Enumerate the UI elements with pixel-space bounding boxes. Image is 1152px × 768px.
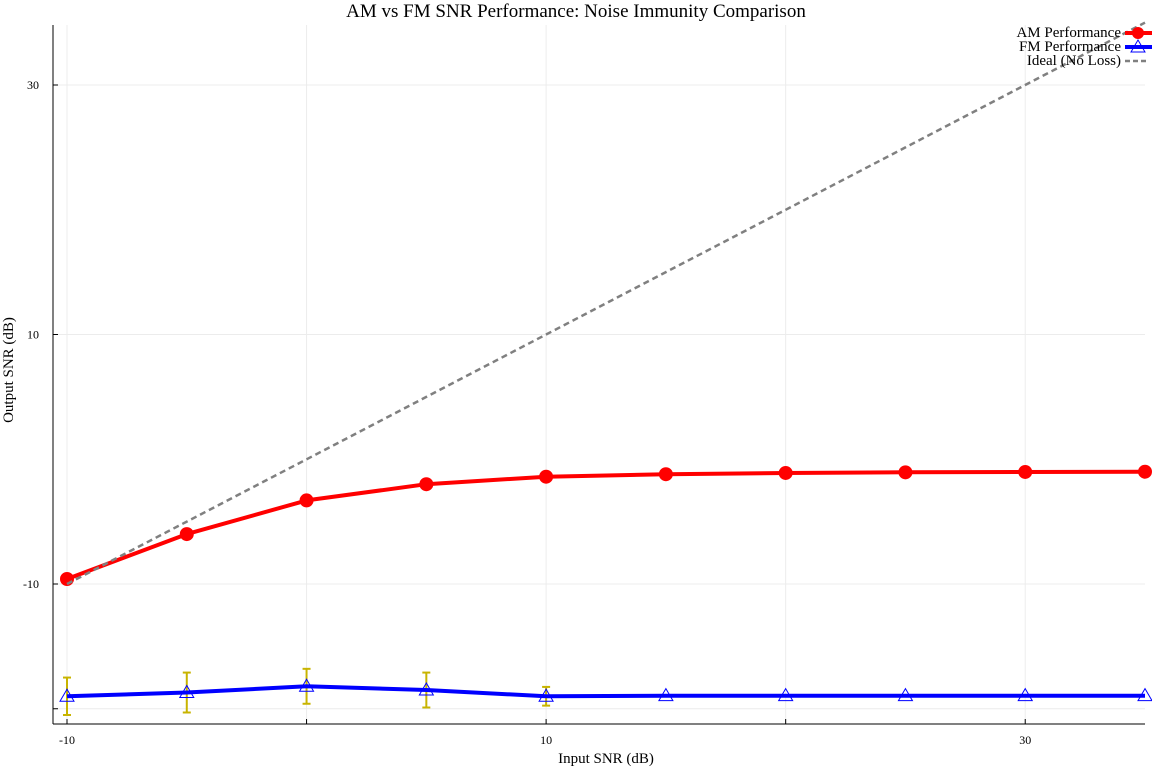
series-fm-performance bbox=[59, 667, 1152, 716]
y-tick-label: 10 bbox=[27, 328, 39, 342]
series-am-performance bbox=[60, 464, 1152, 587]
data-point bbox=[658, 467, 673, 482]
x-axis-label: Input SNR (dB) bbox=[558, 751, 654, 767]
series-line bbox=[66, 684, 1145, 699]
series-ideal-no-loss bbox=[66, 21, 1146, 586]
data-point bbox=[897, 687, 914, 702]
x-tick-label: -10 bbox=[59, 733, 75, 747]
data-point bbox=[1137, 687, 1152, 702]
data-point bbox=[299, 493, 314, 508]
data-point bbox=[1017, 687, 1034, 702]
data-point bbox=[179, 527, 194, 542]
data-point bbox=[898, 465, 913, 480]
x-tick-label: 10 bbox=[540, 733, 552, 747]
y-tick-label: -10 bbox=[23, 577, 39, 591]
data-point bbox=[298, 678, 315, 692]
legend-marker bbox=[1132, 27, 1144, 39]
x-tick-label: 30 bbox=[1019, 733, 1031, 747]
series-line bbox=[66, 21, 1146, 586]
legend-label: Ideal (No Loss) bbox=[1027, 53, 1121, 69]
data-point bbox=[419, 477, 434, 492]
series-layer bbox=[59, 21, 1152, 716]
data-point bbox=[539, 469, 554, 484]
data-point bbox=[1138, 464, 1152, 479]
legend-label: FM Performance bbox=[1019, 39, 1121, 55]
y-tick-label: 30 bbox=[27, 78, 39, 92]
chart-title: AM vs FM SNR Performance: Noise Immunity… bbox=[346, 1, 806, 22]
legend-marker bbox=[1130, 39, 1146, 53]
axes bbox=[52, 25, 1145, 725]
data-point bbox=[777, 687, 794, 702]
series-line bbox=[66, 469, 1146, 581]
data-point bbox=[658, 687, 674, 702]
data-point bbox=[538, 688, 554, 702]
legend-label: AM Performance bbox=[1016, 25, 1121, 41]
data-point bbox=[1018, 464, 1033, 479]
tick-labels: -10 10 30 -10 10 30 bbox=[23, 78, 1031, 747]
data-point bbox=[59, 688, 75, 702]
data-point bbox=[178, 684, 195, 699]
data-point bbox=[418, 682, 435, 696]
y-axis-label: Output SNR (dB) bbox=[1, 317, 17, 423]
data-point bbox=[778, 465, 793, 480]
grid-lines bbox=[53, 25, 1145, 724]
